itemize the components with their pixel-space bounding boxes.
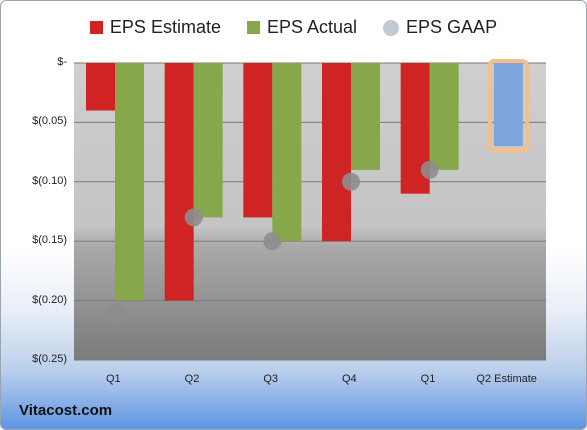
y-tick-label: $(0.20) <box>32 293 67 306</box>
y-tick-label: $(0.15) <box>32 234 67 247</box>
bar-eps-actual <box>193 63 223 218</box>
x-tick-label: Q2 <box>184 373 200 385</box>
bar-eps-actual <box>351 63 380 170</box>
marker-eps-gaap <box>184 208 203 227</box>
y-tick-label: $(0.25) <box>32 353 67 365</box>
y-tick-label: $- <box>57 56 67 68</box>
x-tick-label: Q1 <box>420 373 436 385</box>
plot-background <box>74 63 546 360</box>
legend-swatch-eps-actual <box>246 21 260 34</box>
x-tick-label: Q4 <box>341 373 357 385</box>
legend-label-eps-actual: EPS Actual <box>266 17 358 37</box>
bar-q2-estimate <box>493 63 523 147</box>
bar-q2-estimate-highlight <box>487 59 529 153</box>
brand-label: Vitacost.com <box>19 402 113 419</box>
marker-eps-gaap <box>106 303 124 322</box>
bar-eps-estimate <box>243 63 273 218</box>
y-tick-label: $(0.05) <box>32 115 67 128</box>
legend-label-eps-estimate: EPS Estimate <box>109 17 221 37</box>
bar-eps-actual <box>272 63 302 242</box>
legend-item-eps-actual: EPS Actual <box>246 17 358 38</box>
bar-eps-estimate <box>164 63 194 301</box>
legend-swatch-eps-gaap <box>383 19 400 36</box>
marker-eps-gaap <box>263 232 282 251</box>
legend-label-eps-gaap: EPS GAAP <box>406 17 498 37</box>
legend-item-eps-gaap: EPS GAAP <box>383 17 497 38</box>
bar-eps-estimate <box>322 63 351 242</box>
bar-eps-estimate <box>86 63 115 111</box>
x-tick-label: Q1 <box>105 373 121 385</box>
y-tick-label: $(0.10) <box>32 174 67 187</box>
marker-eps-gaap <box>342 172 360 191</box>
legend-item-eps-estimate: EPS Estimate <box>89 17 221 38</box>
bar-eps-actual <box>115 63 144 301</box>
marker-eps-gaap <box>420 160 439 179</box>
x-tick-label: Q2 Estimate <box>476 373 537 385</box>
bar-eps-actual <box>429 63 459 170</box>
legend-swatch-eps-estimate <box>89 21 103 34</box>
legend: EPS Estimate EPS Actual EPS GAAP <box>1 17 586 38</box>
x-tick-label: Q3 <box>263 373 278 385</box>
